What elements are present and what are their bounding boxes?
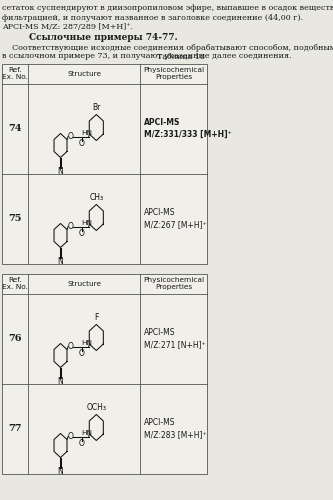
Text: N: N — [58, 376, 63, 386]
Text: Ref.
Ex. No.: Ref. Ex. No. — [2, 66, 28, 80]
Text: APCI-MS
M/Z:331/333 [M+H]⁺: APCI-MS M/Z:331/333 [M+H]⁺ — [144, 118, 232, 139]
Text: O: O — [79, 138, 85, 147]
Text: O: O — [67, 432, 73, 441]
Text: O: O — [79, 348, 85, 358]
Text: HN: HN — [81, 340, 92, 346]
Text: O: O — [79, 438, 85, 448]
Text: O: O — [67, 222, 73, 231]
Text: O: O — [67, 132, 73, 141]
Text: 75: 75 — [8, 214, 22, 223]
Text: 77: 77 — [8, 424, 22, 433]
Text: 74: 74 — [8, 124, 22, 133]
Text: APCI-MS
M/Z:283 [M+H]⁺: APCI-MS M/Z:283 [M+H]⁺ — [144, 418, 207, 439]
Text: N: N — [58, 256, 63, 266]
Text: F: F — [95, 312, 99, 322]
Text: Ссылочные примеры 74-77.: Ссылочные примеры 74-77. — [29, 34, 178, 42]
Text: Physicochemical
Properties: Physicochemical Properties — [143, 277, 204, 290]
Bar — [2, 64, 207, 264]
Text: сетаток суспендируют в диизопропиловом эфире, выпавшее в осадок вещество собираю: сетаток суспендируют в диизопропиловом э… — [2, 4, 333, 12]
Bar — [2, 274, 207, 473]
Text: HN: HN — [81, 220, 92, 226]
Text: фильтрацией, и получают названное в заголовке соединение (44,00 г).: фильтрацией, и получают названное в заго… — [2, 14, 304, 22]
Text: Structure: Structure — [67, 280, 101, 286]
Text: HN: HN — [81, 130, 92, 136]
Text: 76: 76 — [8, 334, 22, 343]
Text: O: O — [67, 342, 73, 351]
Text: APCI-MS M/Z: 287/289 [M+H]⁺.: APCI-MS M/Z: 287/289 [M+H]⁺. — [2, 23, 134, 31]
Text: N: N — [58, 166, 63, 175]
Text: OCH₃: OCH₃ — [87, 402, 107, 411]
Text: O: O — [79, 228, 85, 237]
Text: CH₃: CH₃ — [90, 192, 104, 202]
Text: APCI-MS
M/Z:267 [M+H]⁺: APCI-MS M/Z:267 [M+H]⁺ — [144, 208, 207, 229]
Text: Ref.
Ex. No.: Ref. Ex. No. — [2, 277, 28, 290]
Text: N: N — [58, 466, 63, 475]
Text: Соответствующие исходные соединения обрабатывают способом, подобным способу: Соответствующие исходные соединения обра… — [2, 44, 333, 52]
Text: Physicochemical
Properties: Physicochemical Properties — [143, 66, 204, 80]
Text: Structure: Structure — [67, 70, 101, 76]
Text: Br: Br — [93, 102, 101, 112]
Text: в ссылочном примере 73, и получают указанные далее соединения.: в ссылочном примере 73, и получают указа… — [2, 52, 292, 60]
Text: HN: HN — [81, 430, 92, 436]
Text: APCI-MS
M/Z:271 [N+H]⁺: APCI-MS M/Z:271 [N+H]⁺ — [144, 328, 206, 349]
Text: Таблица 18: Таблица 18 — [158, 52, 205, 60]
